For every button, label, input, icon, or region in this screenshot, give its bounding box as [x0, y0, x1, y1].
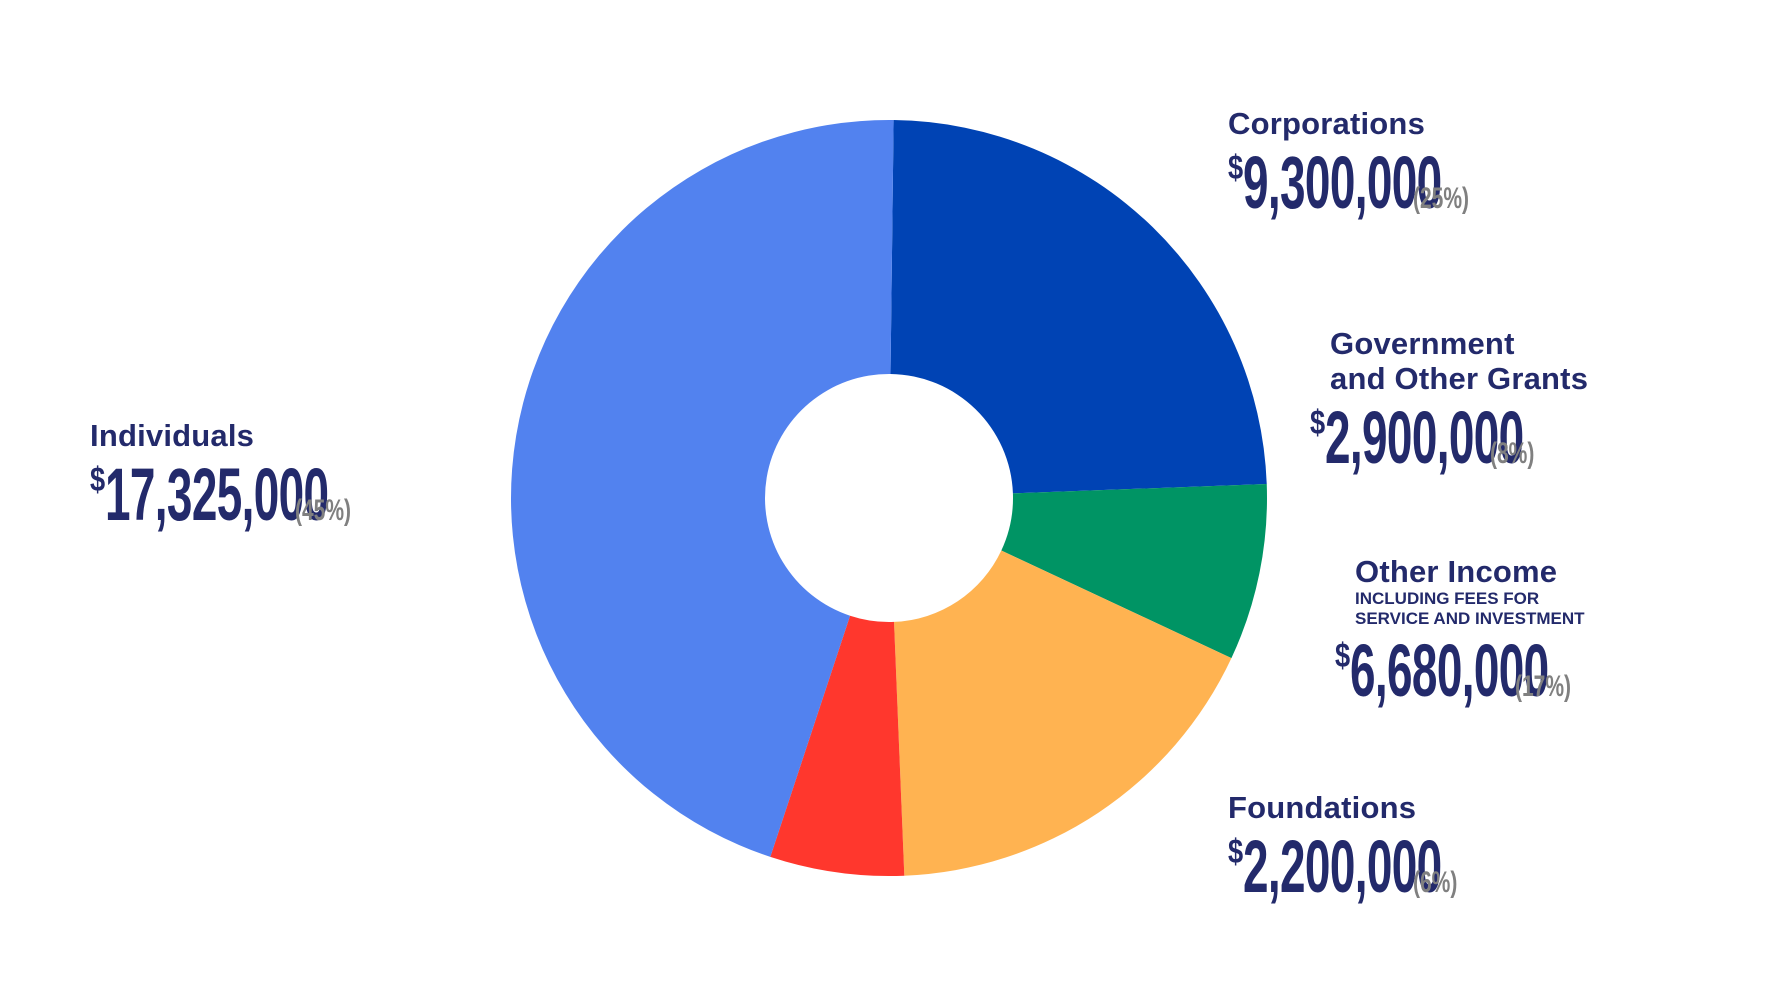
- currency-symbol: $: [90, 461, 106, 499]
- label-foundations: Foundations $2,200,000(6%): [1228, 790, 1476, 907]
- label-individuals: Individuals $17,325,000(45%): [90, 418, 375, 535]
- currency-symbol: $: [1335, 637, 1351, 675]
- currency-symbol: $: [1228, 149, 1244, 187]
- amount-value: 17,325,000: [104, 453, 329, 536]
- category-sublabel-line-2: SERVICE AND INVESTMENT: [1355, 609, 1585, 628]
- category-name: Foundations: [1228, 790, 1417, 825]
- amount-value: 6,680,000: [1349, 629, 1549, 712]
- category-sublabel-line-1: INCLUDING FEES FOR: [1355, 589, 1540, 608]
- amount-value: 9,300,000: [1242, 141, 1442, 224]
- percent-value: (6%): [1412, 866, 1458, 899]
- donut-slice-government-and-other-grants: [1001, 483, 1267, 659]
- percent-value: (45%): [294, 494, 351, 527]
- category-name-line-1: Government: [1330, 326, 1515, 361]
- donut-slice-other-income: [894, 550, 1232, 876]
- percent-value: (8%): [1489, 437, 1535, 470]
- percent-value: (25%): [1412, 182, 1469, 215]
- donut-slice-individuals: [510, 120, 894, 857]
- amount-value: 2,900,000: [1324, 396, 1524, 479]
- category-name: Corporations: [1228, 106, 1426, 141]
- donut-slice-corporations: [890, 120, 1267, 494]
- amount-value: 2,200,000: [1242, 825, 1442, 908]
- category-name-line-2: and Other Grants: [1330, 361, 1589, 396]
- percent-value: (17%): [1514, 670, 1571, 703]
- currency-symbol: $: [1228, 833, 1244, 871]
- category-name: Individuals: [90, 418, 255, 453]
- label-other-income: Other Income INCLUDING FEES FOR SERVICE …: [1335, 554, 1595, 711]
- label-corporations: Corporations $9,300,000(25%): [1228, 106, 1493, 223]
- category-name: Other Income: [1355, 554, 1558, 589]
- currency-symbol: $: [1310, 404, 1326, 442]
- donut-slice-foundations: [770, 615, 905, 876]
- label-government: Government and Other Grants $2,900,000(8…: [1310, 326, 1589, 478]
